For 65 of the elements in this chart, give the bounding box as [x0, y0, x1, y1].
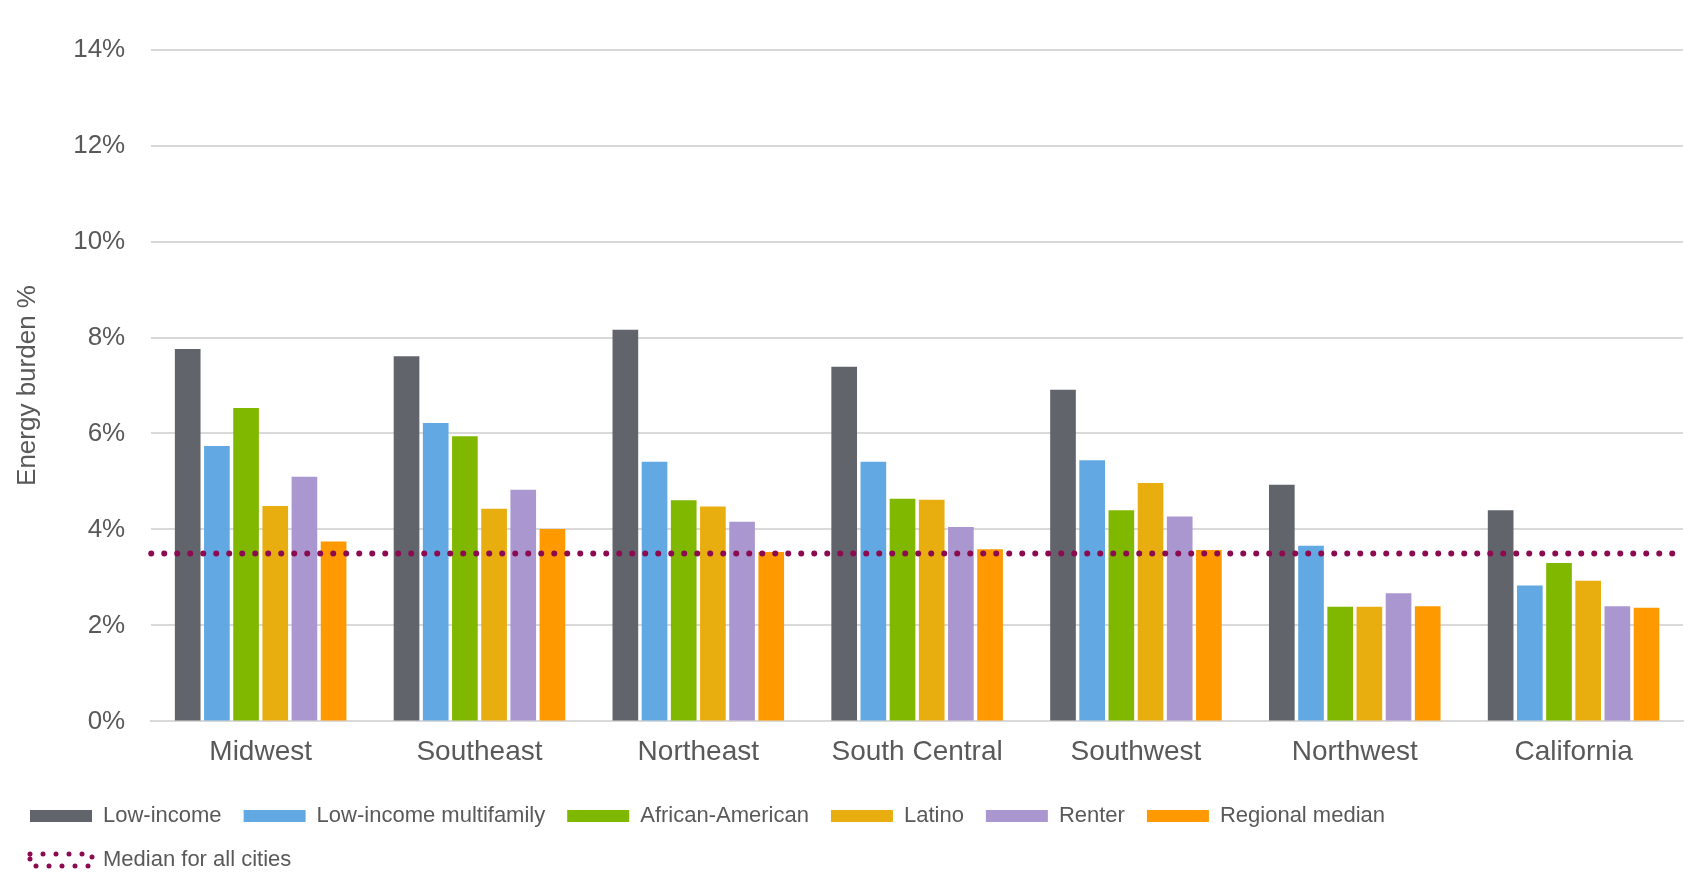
y-tick-label: 10% — [73, 224, 126, 255]
x-tick-label: Northwest — [1291, 734, 1418, 766]
bar — [1633, 607, 1660, 721]
bar — [539, 528, 566, 721]
bar — [831, 366, 858, 721]
bar — [1385, 593, 1412, 721]
bar — [1356, 606, 1383, 721]
bar — [1414, 606, 1441, 721]
y-tick-label: 2% — [87, 608, 126, 639]
bar — [1516, 585, 1543, 721]
bar — [1327, 606, 1354, 721]
legend-label: African-American — [640, 802, 809, 828]
x-tick-label: Southwest — [1070, 734, 1202, 766]
x-tick-label: Midwest — [209, 734, 313, 766]
bar — [889, 498, 916, 721]
y-tick-label: 8% — [87, 320, 126, 351]
bar — [860, 461, 887, 721]
x-tick-label: South Central — [831, 734, 1003, 766]
bar — [1050, 389, 1076, 721]
bar — [729, 521, 755, 721]
x-tick-label: Northeast — [637, 734, 760, 766]
bar — [641, 461, 668, 721]
bar — [1079, 460, 1106, 721]
legend-label: Latino — [903, 802, 964, 828]
bar — [1604, 606, 1631, 721]
bar — [1108, 510, 1135, 721]
bar — [918, 499, 945, 721]
bar — [510, 489, 537, 721]
bar — [1268, 484, 1295, 721]
y-tick-label: 14% — [73, 32, 126, 63]
bar — [948, 527, 974, 721]
bar — [1575, 580, 1602, 721]
bar — [670, 500, 697, 721]
bar — [393, 356, 420, 721]
bar — [1546, 563, 1572, 721]
bar — [174, 349, 201, 721]
x-tick-label: California — [1514, 734, 1634, 766]
bar — [291, 476, 318, 721]
bar — [481, 508, 507, 721]
bar — [1298, 545, 1324, 721]
legend-label: Median for all cities — [103, 846, 292, 872]
bar — [452, 436, 478, 721]
bar — [1166, 516, 1193, 721]
bar — [758, 552, 785, 721]
bar — [320, 541, 347, 721]
bar — [233, 408, 259, 721]
y-tick-label: 0% — [87, 704, 126, 735]
legend-label: Low-income multifamily — [316, 802, 546, 828]
y-axis-title: Energy burden % — [10, 285, 41, 486]
x-tick-label: Southeast — [416, 734, 543, 766]
legend-label: Regional median — [1219, 802, 1386, 828]
legend-label: Low-income — [103, 802, 222, 828]
bar — [1196, 550, 1222, 721]
bar — [1137, 482, 1164, 721]
bar — [262, 505, 289, 721]
legend-label: Renter — [1058, 802, 1125, 828]
bar — [1487, 510, 1514, 721]
bar — [612, 329, 639, 721]
y-tick-label: 12% — [73, 128, 126, 159]
bar — [204, 445, 230, 721]
bar — [700, 506, 726, 721]
bar — [422, 422, 449, 721]
bar — [977, 549, 1003, 721]
y-tick-label: 6% — [87, 416, 126, 447]
y-tick-label: 4% — [87, 512, 126, 543]
